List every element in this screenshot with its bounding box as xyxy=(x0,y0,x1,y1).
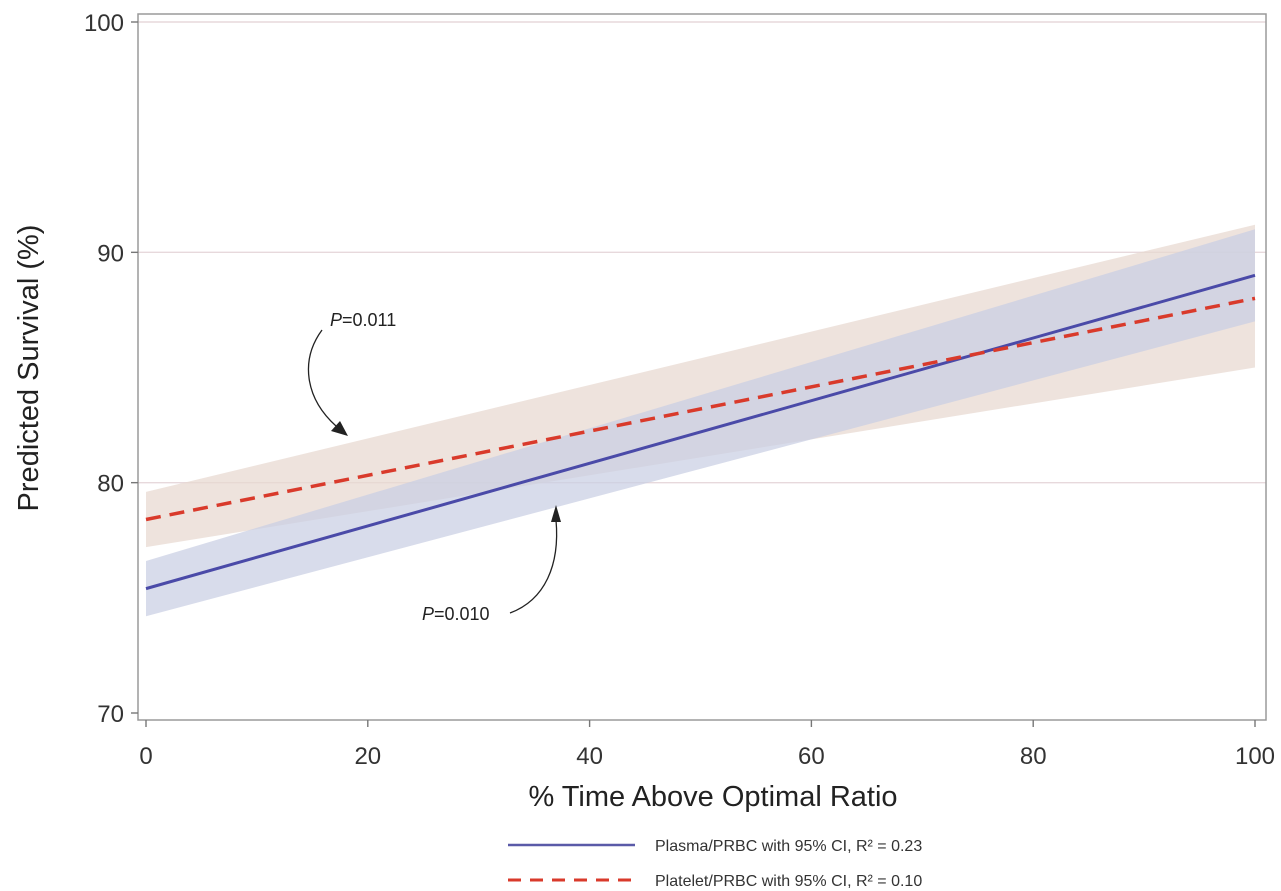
legend: Plasma/PRBC with 95% CI, R² = 0.23 Plate… xyxy=(508,838,922,890)
annotation-p-lower: P=0.010 xyxy=(422,505,561,624)
plot-frame xyxy=(137,13,1267,721)
y-tick-label-70: 70 xyxy=(97,701,124,728)
x-tick-label-20: 20 xyxy=(354,743,381,770)
annotation-p-lower-italic: P xyxy=(422,604,434,624)
x-tick-label-0: 0 xyxy=(139,743,152,770)
series-line-1 xyxy=(145,296,1256,522)
annotation-p-upper-value: =0.011 xyxy=(342,310,396,330)
y-tick-label-80: 80 xyxy=(97,471,124,498)
annotation-p-lower-value: =0.010 xyxy=(434,604,490,624)
axis-ticks: 70 80 90 100 0 20 40 60 80 100 xyxy=(84,10,1275,770)
annotation-p-upper-label: P=0.011 xyxy=(330,310,396,330)
legend-label-plasma: Plasma/PRBC with 95% CI, R² = 0.23 xyxy=(655,838,922,855)
annotation-p-upper-italic: P xyxy=(330,310,342,330)
series-lines xyxy=(145,273,1256,591)
ci-band-0 xyxy=(146,229,1255,617)
annotation-arrow-lower xyxy=(509,519,558,614)
annotation-arrow-upper xyxy=(307,329,337,427)
legend-label-platelet: Platelet/PRBC with 95% CI, R² = 0.10 xyxy=(655,873,922,890)
x-tick-label-60: 60 xyxy=(798,743,825,770)
y-tick-label-90: 90 xyxy=(97,240,124,267)
annotation-p-lower-label: P=0.010 xyxy=(422,604,490,624)
annotation-p-upper: P=0.011 xyxy=(307,310,396,436)
annotation-arrowhead-upper xyxy=(331,421,348,436)
y-axis-title: Predicted Survival (%) xyxy=(13,225,45,512)
x-tick-label-80: 80 xyxy=(1020,743,1047,770)
x-axis-title: % Time Above Optimal Ratio xyxy=(528,781,897,813)
x-tick-label-100: 100 xyxy=(1235,743,1275,770)
y-tick-label-100: 100 xyxy=(84,10,124,37)
ci-band-1 xyxy=(146,224,1255,548)
annotation-arrowhead-lower xyxy=(551,505,561,522)
series-line-0 xyxy=(145,273,1256,591)
x-tick-label-40: 40 xyxy=(576,743,603,770)
ci-bands xyxy=(146,224,1255,617)
